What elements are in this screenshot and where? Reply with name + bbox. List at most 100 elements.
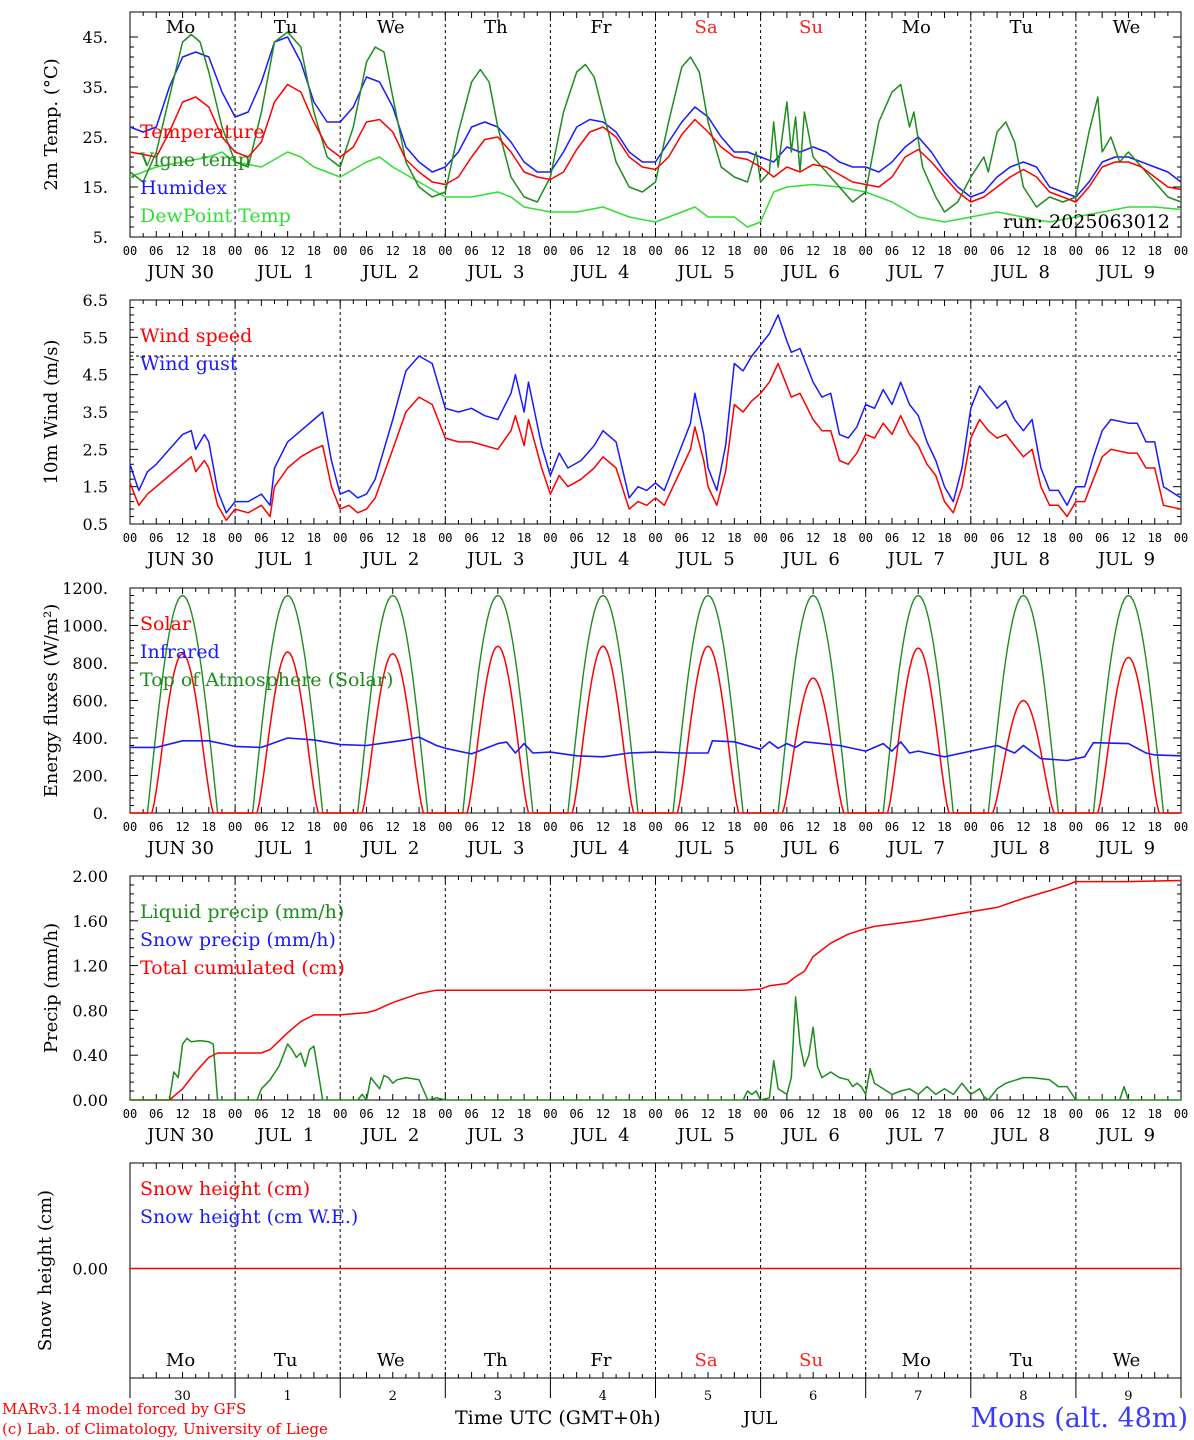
date-label: JUL 8 [991,549,1050,570]
hour-tick-label: 00 [543,820,557,834]
hour-tick-label: 00 [333,1107,347,1121]
series-vigne-temp [129,31,1182,213]
hour-tick-label: 12 [280,244,294,258]
hour-tick-label: 06 [780,820,794,834]
hour-tick-label: 00 [964,820,978,834]
y-tick-label: 2.5 [83,440,108,459]
hour-tick-label: 00 [543,1107,557,1121]
hour-tick-label: 18 [202,1107,216,1121]
day-name-top: Fr [590,17,611,38]
date-label: JUL 5 [675,262,734,283]
hour-tick-label: 18 [307,244,321,258]
date-label: JUL 3 [465,1125,524,1146]
hour-tick-label: 18 [1042,531,1056,545]
hour-tick-label: 06 [149,820,163,834]
y-axis-label: Precip (mm/h) [41,923,62,1053]
day-number: 30 [174,1389,191,1404]
site-label: Mons (alt. 48m) [970,1403,1188,1434]
hour-tick-label: 00 [228,1107,242,1121]
hour-tick-label: 06 [1095,244,1109,258]
day-name-top: Su [799,17,823,38]
y-axis-label: Energy fluxes (W/m²) [41,604,62,798]
legend-snow-height-cm-w-e: Snow height (cm W.E.) [140,1206,358,1228]
hour-tick-label: 00 [228,244,242,258]
hour-tick-label: 18 [517,1107,531,1121]
date-label: JUL 7 [886,1125,945,1146]
date-label: JUL 2 [360,1125,419,1146]
y-tick-label: 5.5 [83,328,108,347]
date-label: JUL 3 [465,262,524,283]
y-axis-label: 10m Wind (m/s) [41,340,62,485]
hour-tick-label: 12 [806,531,820,545]
day-number: 6 [809,1389,817,1404]
date-label: JUL 1 [255,838,314,859]
hour-tick-label: 06 [780,1107,794,1121]
hour-tick-label: 00 [648,820,662,834]
hour-tick-label: 00 [753,820,767,834]
day-name-bottom: Mo [902,1350,931,1371]
legend-infrared: Infrared [140,641,220,663]
day-name-bottom: Mo [166,1350,195,1371]
y-tick-label: 1200. [62,579,108,598]
hour-tick-label: 00 [858,820,872,834]
time-axis-label: Time UTC (GMT+0h) [455,1407,661,1429]
date-label: JUL 6 [781,1125,840,1146]
hour-tick-label: 18 [727,244,741,258]
day-name-top: We [1113,17,1141,38]
y-tick-label: 0.00 [72,1091,108,1110]
day-number: 4 [599,1389,607,1404]
hour-tick-label: 12 [806,244,820,258]
hour-tick-label: 18 [937,1107,951,1121]
series-total-cumulated-cm [130,879,1182,1101]
date-label: JUL 6 [781,838,840,859]
series-liquid-precip-mm-h [130,996,1181,1101]
run-label: run: 2025063012 [1003,211,1170,233]
hour-tick-label: 00 [753,244,767,258]
hour-tick-label: 06 [464,244,478,258]
hour-tick-label: 18 [622,244,636,258]
hour-tick-label: 18 [1042,244,1056,258]
hour-tick-label: 06 [569,244,583,258]
hour-tick-label: 12 [280,1107,294,1121]
hour-tick-label: 00 [123,531,137,545]
date-label: JUN 30 [145,262,214,283]
day-name-bottom: Th [484,1350,508,1371]
hour-tick-label: 00 [1069,1107,1083,1121]
hour-tick-label: 00 [438,531,452,545]
date-label: JUL 9 [1096,549,1155,570]
hour-tick-label: 06 [990,1107,1004,1121]
day-name-top: Tu [274,17,298,38]
hour-tick-label: 18 [517,820,531,834]
hour-tick-label: 00 [333,244,347,258]
day-name-top: Th [484,17,508,38]
y-tick-label: 200. [72,767,108,786]
series-humidex [129,36,1182,198]
series-solar [130,645,1181,814]
hour-tick-label: 00 [543,531,557,545]
hour-tick-label: 18 [517,531,531,545]
hour-tick-label: 06 [254,244,268,258]
hour-tick-label: 00 [228,820,242,834]
hour-tick-label: 18 [202,820,216,834]
y-tick-label: 6.5 [83,291,108,310]
panel-temp: 5. 15. 25. 35. 45. 2m Temp. (°C) 00 06 12 18 JUN 3… [41,11,1188,283]
hour-tick-label: 18 [1042,1107,1056,1121]
hour-tick-label: 12 [911,1107,925,1121]
day-name-top: We [377,17,405,38]
date-label: JUN 30 [145,549,214,570]
day-name-bottom: Tu [274,1350,298,1371]
hour-tick-label: 00 [1069,244,1083,258]
y-tick-label: 5. [93,228,108,247]
hour-tick-label: 18 [622,820,636,834]
y-tick-label: 0.80 [72,1001,108,1020]
y-tick-label: 3.5 [83,403,108,422]
hour-tick-label: 12 [701,244,715,258]
series-infrared [130,736,1182,762]
hour-tick-label: 06 [149,531,163,545]
hour-tick-label: 00 [964,531,978,545]
hour-tick-label: 06 [149,244,163,258]
hour-tick-label: 18 [727,531,741,545]
y-tick-label: 400. [72,729,108,748]
day-number: 8 [1019,1389,1027,1404]
